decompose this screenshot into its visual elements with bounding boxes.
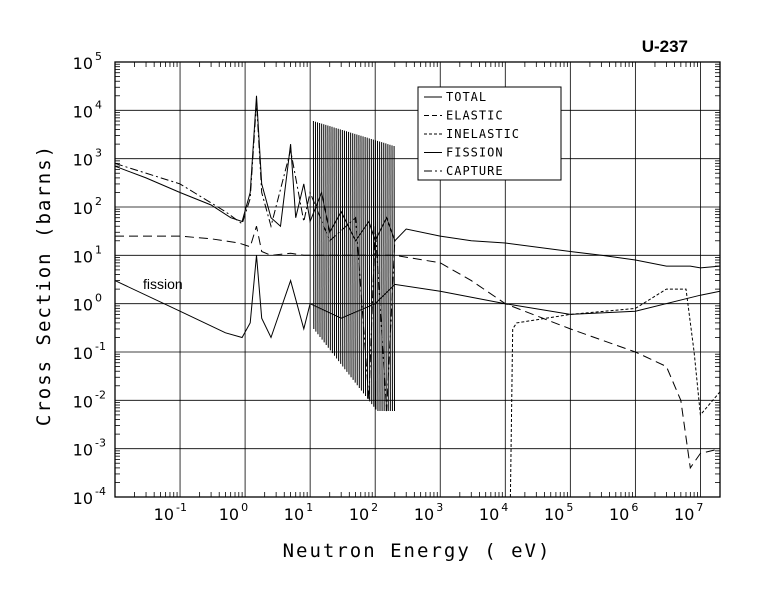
- y-tick-label: 10 0: [73, 292, 102, 315]
- x-tick-base: 10: [219, 505, 239, 524]
- x-tick-exponent: 2: [371, 501, 378, 514]
- x-tick-base: 10: [284, 505, 304, 524]
- x-tick-label: 10 7: [674, 501, 703, 524]
- y-tick-label: 10 3: [73, 147, 102, 170]
- x-tick-exponent: 3: [436, 501, 443, 514]
- y-tick-label: 10 2: [73, 195, 102, 218]
- x-tick-exponent: 4: [501, 501, 508, 514]
- x-tick-base: 10: [544, 505, 564, 524]
- x-tick-base: 10: [609, 505, 629, 524]
- x-tick-base: 10: [349, 505, 369, 524]
- series-elastic: [115, 226, 721, 470]
- x-tick-label: 10 0: [219, 501, 248, 524]
- x-tick-base: 10: [479, 505, 499, 524]
- y-tick-base: 10: [73, 441, 93, 460]
- y-tick-base: 10: [73, 54, 93, 73]
- legend-item-fission: FISSION: [424, 146, 504, 160]
- y-tick-base: 10: [73, 344, 93, 363]
- x-tick-label: 10 5: [544, 501, 573, 524]
- y-tick-base: 10: [73, 247, 93, 266]
- y-tick-base: 10: [73, 199, 93, 218]
- y-tick-label: 10 -1: [73, 340, 106, 363]
- y-tick-exponent: -3: [95, 437, 106, 450]
- y-tick-base: 10: [73, 489, 93, 508]
- x-tick-exponent: -1: [176, 501, 187, 514]
- y-tick-base: 10: [73, 296, 93, 315]
- series-inelastic: [509, 288, 721, 498]
- x-tick-label: 10 4: [479, 501, 508, 524]
- resonance-region: [312, 121, 395, 412]
- series-total: [114, 95, 721, 269]
- y-tick-base: 10: [73, 151, 93, 170]
- y-tick-exponent: 1: [95, 243, 102, 256]
- chart-title: U-237: [642, 37, 688, 56]
- y-tick-label: 10 -3: [73, 437, 106, 460]
- legend-label: FISSION: [446, 146, 504, 160]
- x-tick-exponent: 1: [306, 501, 313, 514]
- legend-label: CAPTURE: [446, 164, 504, 178]
- y-tick-exponent: 2: [95, 195, 102, 208]
- y-tick-label: 10 -2: [73, 388, 106, 411]
- y-tick-exponent: -1: [95, 340, 106, 353]
- series-fission: [114, 255, 721, 339]
- x-tick-base: 10: [154, 505, 174, 524]
- legend-item-capture: CAPTURE: [424, 164, 504, 178]
- y-tick-exponent: -2: [95, 388, 106, 401]
- x-tick-exponent: 0: [241, 501, 248, 514]
- x-tick-exponent: 7: [696, 501, 703, 514]
- y-tick-base: 10: [73, 392, 93, 411]
- x-tick-label: 10 2: [349, 501, 378, 524]
- legend-item-inelastic: INELASTIC: [424, 127, 520, 141]
- y-tick-exponent: 4: [95, 98, 102, 111]
- x-tick-exponent: 5: [566, 501, 573, 514]
- x-tick-label: 10 1: [284, 501, 313, 524]
- plot-frame: [114, 61, 721, 498]
- legend-label: INELASTIC: [446, 127, 520, 141]
- legend: TOTAL ELASTIC INELASTIC FISSION CAPTURE: [417, 86, 562, 181]
- y-tick-label: 10 1: [73, 243, 102, 266]
- y-axis-title: Cross Section (barns): [33, 144, 55, 426]
- legend-item-elastic: ELASTIC: [424, 109, 504, 123]
- x-tick-base: 10: [674, 505, 694, 524]
- x-tick-label: 10 6: [609, 501, 638, 524]
- x-tick-label: 10 -1: [154, 501, 187, 524]
- legend-label: ELASTIC: [446, 109, 504, 123]
- y-tick-label: 10 5: [73, 50, 102, 73]
- y-tick-base: 10: [73, 102, 93, 121]
- fission-annotation: fission: [143, 276, 183, 292]
- legend-item-total: TOTAL: [424, 90, 487, 104]
- y-tick-exponent: -4: [95, 485, 106, 498]
- x-tick-label: 10 3: [414, 501, 443, 524]
- series-capture: [114, 101, 396, 412]
- x-axis-title: Neutron Energy ( eV): [283, 540, 552, 562]
- series-layer: [114, 95, 721, 498]
- y-tick-label: 10 -4: [73, 485, 106, 508]
- x-tick-base: 10: [414, 505, 434, 524]
- y-tick-label: 10 4: [73, 98, 102, 121]
- y-tick-exponent: 3: [95, 147, 102, 160]
- x-tick-exponent: 6: [631, 501, 638, 514]
- legend-label: TOTAL: [446, 90, 487, 104]
- y-tick-exponent: 5: [95, 50, 102, 63]
- x-axis-ticks: 10 -1 10 0 10 1 10 2 10 3 10 4 10 5 10 6 10 7: [134, 62, 703, 524]
- y-tick-exponent: 0: [95, 292, 102, 305]
